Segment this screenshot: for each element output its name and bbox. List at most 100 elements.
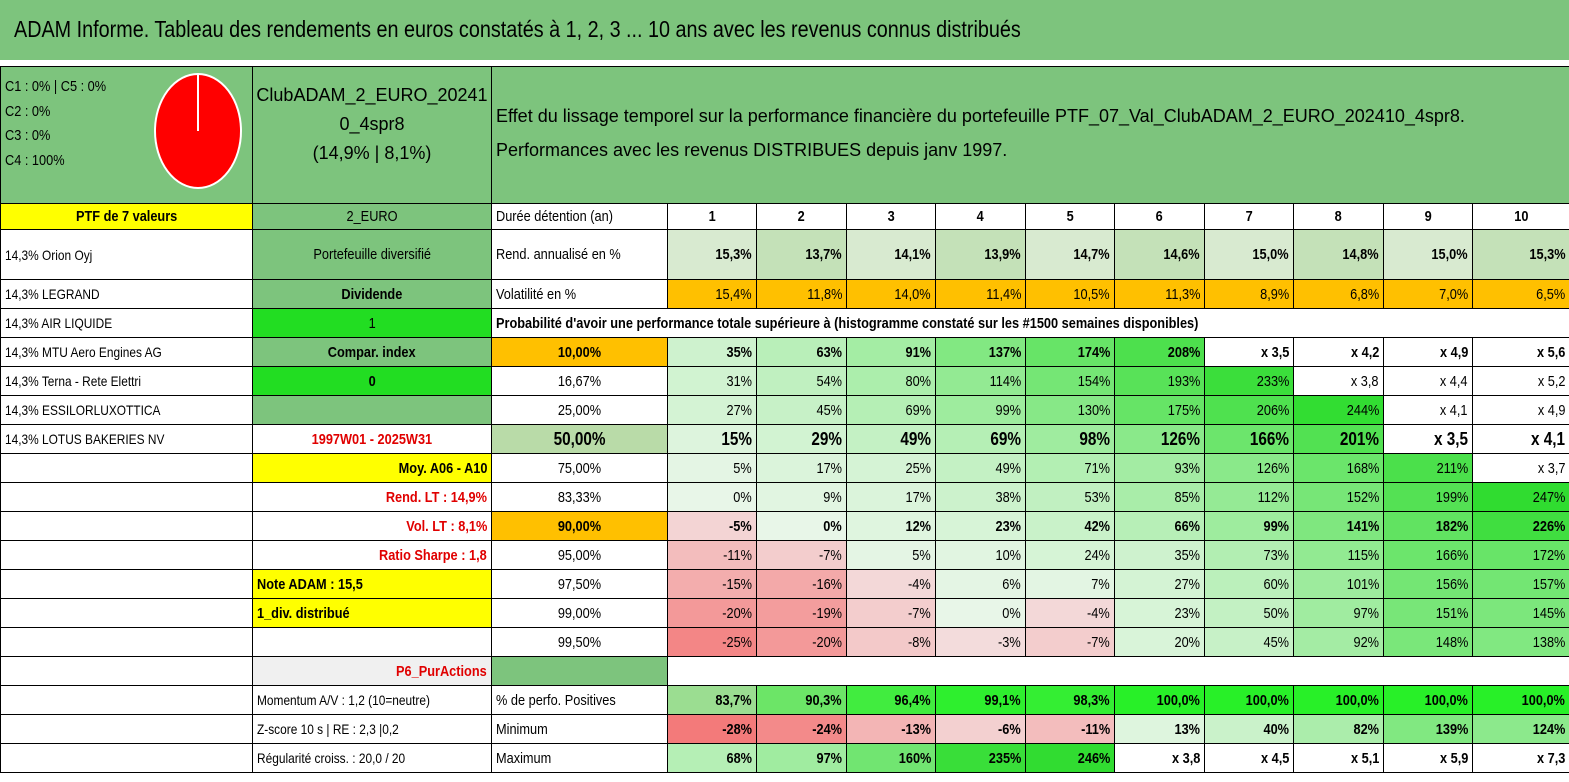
prob-row: 99,50% -25% -20% -8% -3% -7% 20% 45% 92% 148% 138%	[0, 627, 1569, 657]
prob-value: 53%	[1025, 482, 1115, 512]
prob-value-text: 0%	[823, 517, 842, 535]
prob-row: 14,3% MTU Aero Engines AG Compar. index 10…	[0, 337, 1569, 367]
pos-value-text: 100,0%	[1156, 691, 1200, 709]
vol-value: 14,0%	[846, 279, 936, 309]
vol-value-text: 6,5%	[1535, 285, 1566, 303]
rend-value-text: 15,3%	[1528, 246, 1566, 263]
prob-value: -4%	[846, 569, 936, 599]
min-value: -6%	[935, 714, 1026, 744]
prob-value-text: 24%	[1084, 546, 1110, 564]
max-value: 68%	[667, 743, 757, 773]
prob-value-text: 7%	[1091, 575, 1110, 593]
prob-value-text: 60%	[1263, 575, 1289, 593]
sharpe-text: Ratio Sharpe : 1,8	[379, 546, 487, 564]
prob-value-text: 53%	[1084, 488, 1110, 506]
pos-label: % de perfo. Positives	[491, 685, 668, 715]
prob-value-text: -8%	[908, 633, 931, 651]
zscore-text: Z-score 10 s | RE : 2,3 |0,2	[257, 721, 399, 737]
percentile-label-text: 90,00%	[557, 517, 602, 535]
duration-label: Durée détention (an)	[491, 203, 668, 230]
pos-value: 99,1%	[935, 685, 1026, 715]
regularite-text: Régularité croiss. : 20,0 / 20	[257, 750, 406, 766]
prob-header-row: 14,3% AIR LIQUIDE 1 Probabilité d'avoir un…	[0, 308, 1569, 338]
prob-value-text: 66%	[1174, 517, 1200, 535]
year-header-text: 5	[1066, 208, 1074, 225]
rend-value: 14,8%	[1293, 229, 1384, 280]
empty-left	[0, 569, 253, 599]
min-value-text: 82%	[1353, 720, 1379, 738]
min-value: -28%	[667, 714, 757, 744]
year-header: 3	[846, 203, 936, 230]
prob-row: Moy. A06 - A10 75,00% 5% 17% 25% 49% 71% 93% 126…	[0, 453, 1569, 483]
vol-value: 6,5%	[1471, 279, 1569, 309]
prob-value-text: 126%	[1160, 429, 1200, 449]
rend-value: 15,0%	[1383, 229, 1473, 280]
dividend-value: 1	[252, 308, 492, 338]
prob-value-text: 156%	[1435, 575, 1468, 593]
prob-value: 154%	[1025, 366, 1115, 396]
pos-value-text: 90,3%	[805, 691, 842, 709]
compar-value: 0	[252, 366, 492, 396]
max-label: Maximum	[491, 743, 668, 773]
performance-grid: C1 : 0% | C5 : 0% C2 : 0% C3 : 0% C4 : 1…	[0, 66, 1569, 773]
prob-value: -4%	[1025, 598, 1115, 628]
vol-value: 11,8%	[756, 279, 847, 309]
min-value: 139%	[1383, 714, 1473, 744]
prob-value: 193%	[1114, 366, 1205, 396]
percentile-label: 10,00%	[491, 337, 668, 367]
prob-value-text: 211%	[1436, 459, 1468, 477]
prob-value: 17%	[846, 482, 936, 512]
prob-value-text: 17%	[905, 488, 931, 506]
prob-value: -20%	[756, 627, 847, 657]
max-value: 246%	[1025, 743, 1115, 773]
prob-value: 92%	[1293, 627, 1384, 657]
prob-value-text: 49%	[995, 459, 1021, 477]
percentile-label-text: 25,00%	[557, 401, 602, 419]
prob-value: 49%	[935, 453, 1026, 483]
prob-value: 137%	[935, 337, 1026, 367]
prob-value: 172%	[1471, 540, 1569, 570]
prob-value-text: 0%	[1002, 604, 1021, 622]
prob-value-text: 5%	[733, 459, 752, 477]
prob-value-text: x 4,1	[1531, 429, 1566, 449]
rend-value-text: 14,6%	[1163, 246, 1200, 263]
compar-value-text: 0	[368, 372, 376, 390]
max-value-text: x 4,5	[1260, 749, 1289, 767]
empty-green	[252, 395, 492, 425]
pos-value: 96,4%	[846, 685, 936, 715]
prob-value: x 3,5	[1383, 424, 1473, 454]
prob-value: 206%	[1204, 395, 1294, 425]
prob-value: -3%	[935, 627, 1026, 657]
holding-item: 14,3% ESSILORLUXOTTICA	[0, 395, 253, 425]
prob-value: 182%	[1383, 511, 1473, 541]
pos-value-text: 98,3%	[1073, 691, 1110, 709]
prob-value: 156%	[1383, 569, 1473, 599]
prob-header-text: Probabilité d'avoir une performance tota…	[496, 314, 1199, 332]
rend-value: 14,6%	[1114, 229, 1205, 280]
empty-left	[0, 656, 253, 686]
vol-lt-text: Vol. LT : 8,1%	[405, 517, 487, 535]
description-line1: Effet du lissage temporel sur la perform…	[496, 106, 1465, 126]
empty-left	[0, 482, 253, 512]
fund-name-line1: ClubADAM_2_EURO_20241	[256, 85, 488, 105]
prob-value: -7%	[756, 540, 847, 570]
min-value-text: 40%	[1263, 720, 1289, 738]
prob-value-text: 20%	[1174, 633, 1200, 651]
prob-value: 226%	[1471, 511, 1569, 541]
rend-value: 13,7%	[756, 229, 847, 280]
prob-value-text: 114%	[989, 372, 1021, 390]
prob-value: 91%	[846, 337, 936, 367]
prob-value: 126%	[1114, 424, 1205, 454]
min-value: 40%	[1204, 714, 1294, 744]
prob-value-text: 45%	[1263, 633, 1289, 651]
strategy-row: P6_PurActions	[0, 656, 1569, 686]
prob-value-text: 93%	[1174, 459, 1200, 477]
prob-value-text: 112%	[1257, 488, 1289, 506]
prob-value: 80%	[846, 366, 936, 396]
prob-value-text: 50%	[1263, 604, 1289, 622]
prob-value-text: 27%	[1174, 575, 1200, 593]
year-header: 5	[1025, 203, 1115, 230]
rend-value: 15,3%	[667, 229, 757, 280]
prob-value: 31%	[667, 366, 757, 396]
max-value: 160%	[846, 743, 936, 773]
